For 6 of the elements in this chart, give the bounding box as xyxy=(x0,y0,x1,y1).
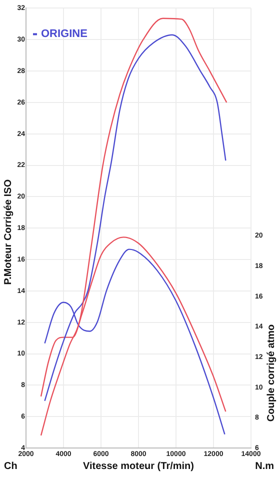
text: Ch xyxy=(4,460,18,472)
legend-label: ORIGINE xyxy=(41,28,88,40)
y-axis-title: P.Moteur Corrigée ISO xyxy=(2,179,14,285)
y2-axis-title: Couple corrigé atmo xyxy=(266,324,277,422)
text: N.m xyxy=(255,460,274,472)
x-axis-title: Vitesse moteur (Tr/min) xyxy=(83,460,194,472)
